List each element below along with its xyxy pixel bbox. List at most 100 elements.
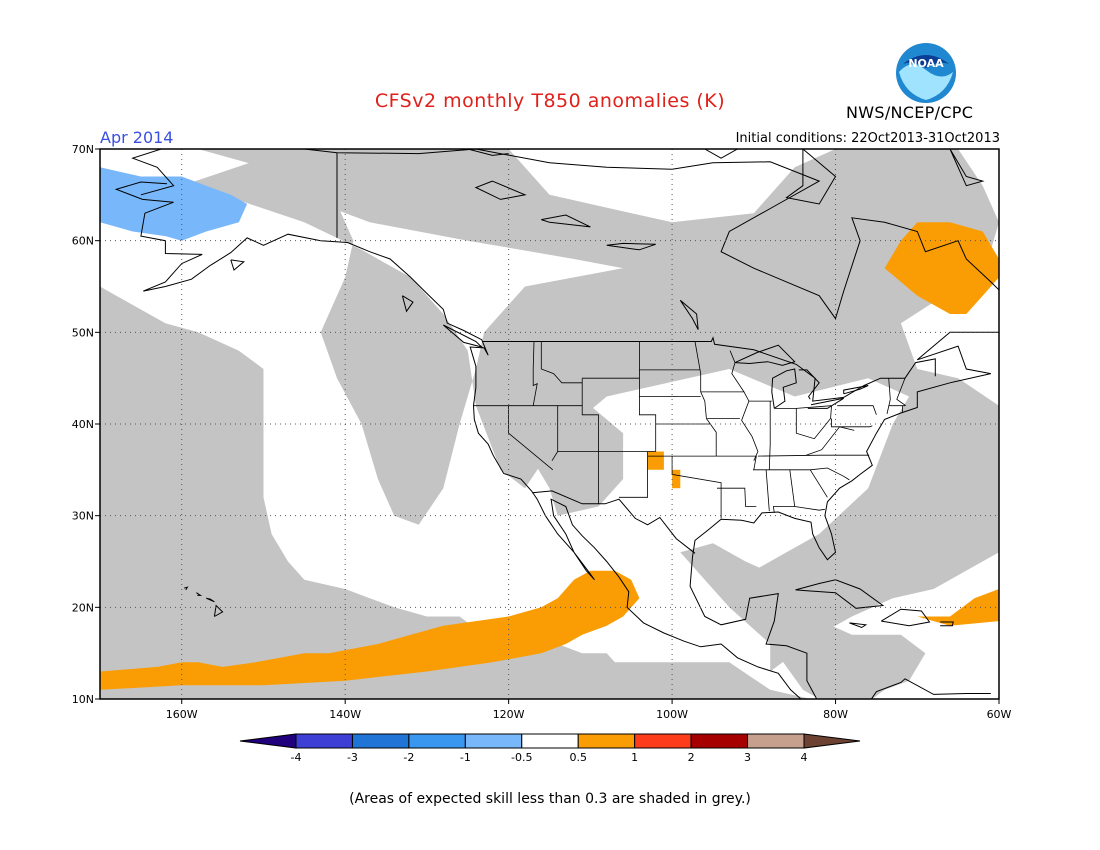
country-border <box>532 490 696 554</box>
map-plot-area <box>100 149 999 699</box>
legend-swatch <box>351 733 410 749</box>
state-border <box>757 454 870 457</box>
lat-tick-label: 50N <box>72 326 94 339</box>
lon-tick-label: 160W <box>166 708 198 721</box>
coastline <box>795 579 885 609</box>
legend-label: 2 <box>688 751 695 764</box>
state-border <box>765 469 770 512</box>
state-border <box>805 426 855 456</box>
low-skill-region <box>680 543 926 699</box>
coastline <box>849 622 868 629</box>
state-border <box>837 405 877 415</box>
state-border <box>753 467 850 481</box>
legend-label: -0.5 <box>511 751 532 764</box>
color-legend: -4 -3 -2 -1 -0.5 0.5 1 2 3 4 <box>239 733 861 764</box>
coastline <box>734 344 796 366</box>
coastline <box>881 608 931 627</box>
coastline <box>196 592 203 596</box>
legend-label: -4 <box>291 751 302 764</box>
legend-label: 0.5 <box>569 751 587 764</box>
legend-label: 1 <box>631 751 638 764</box>
chart-title: CFSv2 monthly T850 anomalies (K) <box>374 90 726 112</box>
warm-anomaly-region <box>647 451 664 470</box>
lat-tick-label: 70N <box>72 143 94 156</box>
state-border <box>809 469 828 498</box>
coastline <box>205 597 215 603</box>
coastline <box>807 397 844 409</box>
warm-anomaly-region <box>672 469 681 489</box>
state-border <box>886 378 891 414</box>
lake-outline <box>679 299 699 330</box>
legend-high-arrow <box>803 733 861 749</box>
cool-anomaly-region <box>100 167 248 241</box>
state-border <box>694 341 717 457</box>
warm-anomaly-region <box>917 589 999 626</box>
coastline <box>771 368 797 409</box>
state-border <box>795 405 832 440</box>
low-skill-region <box>100 286 811 699</box>
state-border <box>729 350 745 393</box>
coastline <box>442 324 484 348</box>
initial-conditions: Initial conditions: 22Oct2013-31Oct2013 <box>735 131 1000 146</box>
state-border <box>532 341 538 406</box>
state-border <box>619 451 648 498</box>
state-border <box>716 455 757 470</box>
noaa-logo: NOAA <box>896 43 956 103</box>
forecast-month: Apr 2014 <box>100 128 174 147</box>
legend-swatch <box>634 733 692 749</box>
lat-tick-label: 40N <box>72 418 94 431</box>
legend-swatch <box>577 733 636 749</box>
state-border <box>581 378 599 452</box>
state-border <box>717 487 757 507</box>
lat-tick-label: 30N <box>72 510 94 523</box>
coastline <box>704 149 738 159</box>
legend-swatch <box>690 733 749 749</box>
state-border <box>794 506 825 511</box>
lon-tick-label: 60W <box>987 708 1012 721</box>
coastline <box>940 621 954 627</box>
lake-outline <box>541 214 591 228</box>
svg-text:NOAA: NOAA <box>908 57 944 70</box>
agency-label: NWS/NCEP/CPC <box>846 103 974 122</box>
legend-swatch <box>521 733 579 749</box>
legend-swatch <box>464 733 523 749</box>
coastline <box>213 604 224 617</box>
legend-swatch <box>747 733 805 749</box>
lon-tick-label: 140W <box>329 708 361 721</box>
state-border <box>671 456 722 519</box>
legend-low-arrow <box>239 733 297 749</box>
coastline <box>949 149 985 187</box>
state-border <box>896 378 907 407</box>
legend-label: -1 <box>460 751 471 764</box>
legend-swatch <box>295 733 353 749</box>
state-border <box>772 469 796 513</box>
lat-tick-label: 20N <box>72 601 94 614</box>
state-border <box>831 418 873 428</box>
coastline <box>131 149 999 699</box>
coastline <box>785 149 837 205</box>
legend-label: -2 <box>403 751 414 764</box>
lat-tick-label: 60N <box>72 235 94 248</box>
lon-tick-label: 100W <box>656 708 688 721</box>
lon-tick-label: 120W <box>493 708 525 721</box>
warm-anomaly-region <box>884 222 999 314</box>
lon-tick-label: 80W <box>823 708 848 721</box>
country-border <box>482 336 936 402</box>
low-skill-region <box>198 149 999 296</box>
coastline <box>467 149 509 156</box>
lake-outline <box>606 242 656 251</box>
legend-swatch <box>408 733 466 749</box>
coastline <box>401 295 414 313</box>
lat-tick-label: 10N <box>72 693 94 706</box>
state-border <box>768 401 771 470</box>
lake-outline <box>474 180 527 200</box>
coastline <box>184 586 189 591</box>
coastline <box>114 181 802 699</box>
legend-label: -3 <box>347 751 358 764</box>
skill-footnote: (Areas of expected skill less than 0.3 a… <box>349 791 751 807</box>
state-border <box>540 341 583 384</box>
coastline <box>230 259 245 271</box>
legend-label: 4 <box>801 751 808 764</box>
warm-anomaly-region <box>100 570 640 690</box>
